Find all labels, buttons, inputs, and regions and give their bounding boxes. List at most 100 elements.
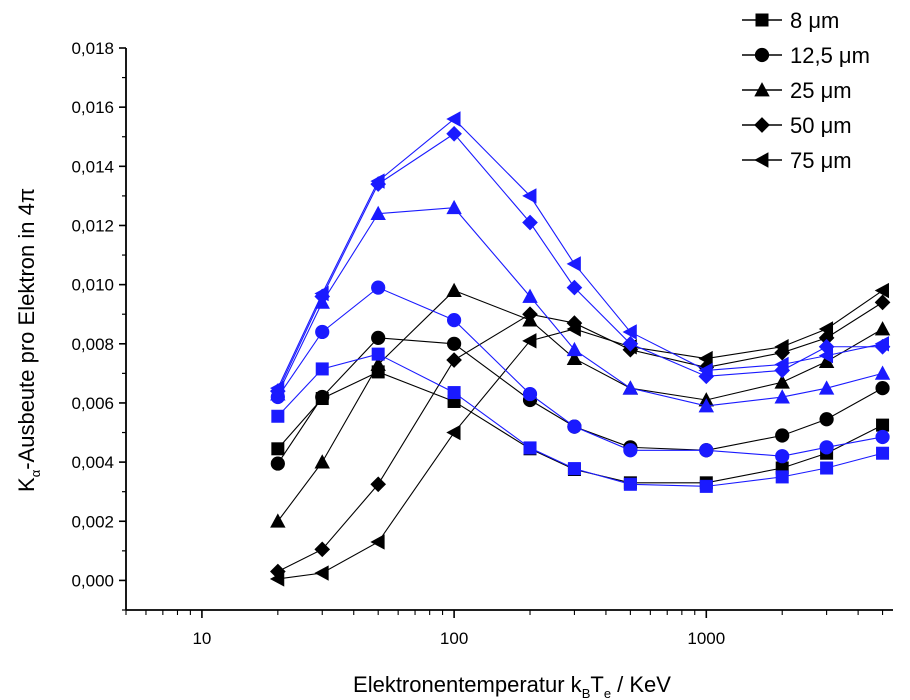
series-2 [270, 330, 890, 471]
data-point [370, 356, 386, 371]
legend-label: 12,5 μm [790, 43, 870, 68]
data-point [270, 456, 285, 471]
data-point [876, 446, 890, 460]
data-point [567, 462, 581, 476]
series-6 [271, 347, 890, 493]
data-point [447, 336, 462, 351]
legend-item: 12,5 μm [742, 43, 870, 68]
legend-label: 50 μm [790, 113, 852, 138]
data-point [523, 441, 537, 455]
data-point [566, 279, 583, 296]
legend-label: 75 μm [790, 148, 852, 173]
x-tick-label: 1000 [687, 629, 725, 648]
series-4 [270, 294, 891, 580]
data-point [270, 571, 285, 587]
data-point [566, 341, 583, 357]
data-point [623, 477, 637, 491]
y-tick-label: 0,000 [71, 571, 114, 590]
data-point [874, 336, 889, 352]
data-point [699, 479, 713, 493]
data-point [522, 333, 537, 349]
data-point [566, 350, 583, 365]
data-point [315, 324, 330, 340]
data-point [447, 386, 461, 400]
data-point [775, 470, 789, 484]
legend: 8 μm 12,5 μm 25 μm 50 μm 75 μm [742, 8, 870, 173]
data-point [874, 294, 891, 311]
data-point [774, 339, 789, 355]
data-point [315, 362, 329, 376]
data-point [698, 398, 714, 413]
data-point [446, 199, 462, 215]
y-tick-label: 0,014 [71, 157, 114, 176]
legend-marker [754, 117, 770, 133]
data-point [775, 428, 790, 443]
x-tick-label: 100 [440, 629, 468, 648]
data-point [446, 111, 461, 127]
data-point [270, 380, 285, 396]
legend-marker [755, 13, 769, 27]
data-point [774, 374, 790, 389]
data-point [371, 347, 385, 361]
data-point [876, 418, 890, 432]
data-point [699, 443, 714, 458]
x-tick-label: 10 [192, 629, 211, 648]
data-point [622, 380, 639, 395]
legend-item: 8 μm [742, 8, 839, 33]
data-point [522, 386, 538, 402]
data-point [874, 321, 891, 336]
data-point [371, 280, 386, 295]
legend-marker [754, 47, 770, 63]
data-point [774, 389, 790, 404]
data-point [818, 347, 834, 364]
data-point [271, 409, 285, 423]
series-8 [270, 199, 891, 413]
y-axis-label: Kα-Ausbeute pro Elektron in 4π [14, 188, 43, 492]
data-point [370, 205, 386, 221]
legend-item: 50 μm [742, 113, 852, 138]
data-point [371, 330, 386, 345]
x-axis-label: Elektronentemperatur kBTe / KeV [353, 672, 671, 700]
y-tick-label: 0,012 [71, 216, 114, 235]
data-point [818, 380, 835, 395]
data-point [566, 321, 581, 337]
legend-item: 75 μm [742, 148, 852, 173]
data-point [446, 424, 461, 441]
legend-label: 8 μm [790, 8, 839, 33]
data-point [370, 476, 387, 493]
series-line [277, 286, 883, 457]
data-point [314, 454, 330, 469]
data-point [271, 442, 285, 456]
data-point [698, 362, 713, 379]
y-tick-label: 0,018 [71, 39, 114, 58]
legend-label: 25 μm [790, 78, 852, 103]
series-7 [270, 280, 890, 464]
data-point [314, 541, 331, 558]
data-point [623, 443, 638, 458]
data-point [874, 282, 889, 299]
data-point [315, 389, 330, 405]
data-point [875, 381, 890, 396]
data-point [698, 350, 713, 367]
data-point [446, 125, 462, 142]
data-point [447, 313, 462, 328]
data-point [775, 449, 790, 464]
data-point [370, 173, 385, 189]
data-point [522, 288, 538, 303]
data-point [818, 321, 834, 337]
data-point [875, 429, 890, 445]
y-tick-label: 0,004 [71, 453, 114, 472]
legend-marker [754, 82, 770, 97]
data-point [874, 365, 891, 380]
series-5 [270, 282, 889, 587]
y-tick-label: 0,002 [71, 512, 114, 531]
data-point [314, 285, 329, 302]
y-tick-label: 0,010 [71, 276, 114, 295]
data-point [446, 282, 462, 297]
data-point [820, 461, 834, 475]
data-point [522, 306, 538, 323]
data-point [522, 214, 538, 231]
data-point [567, 419, 582, 434]
data-point [370, 534, 385, 550]
